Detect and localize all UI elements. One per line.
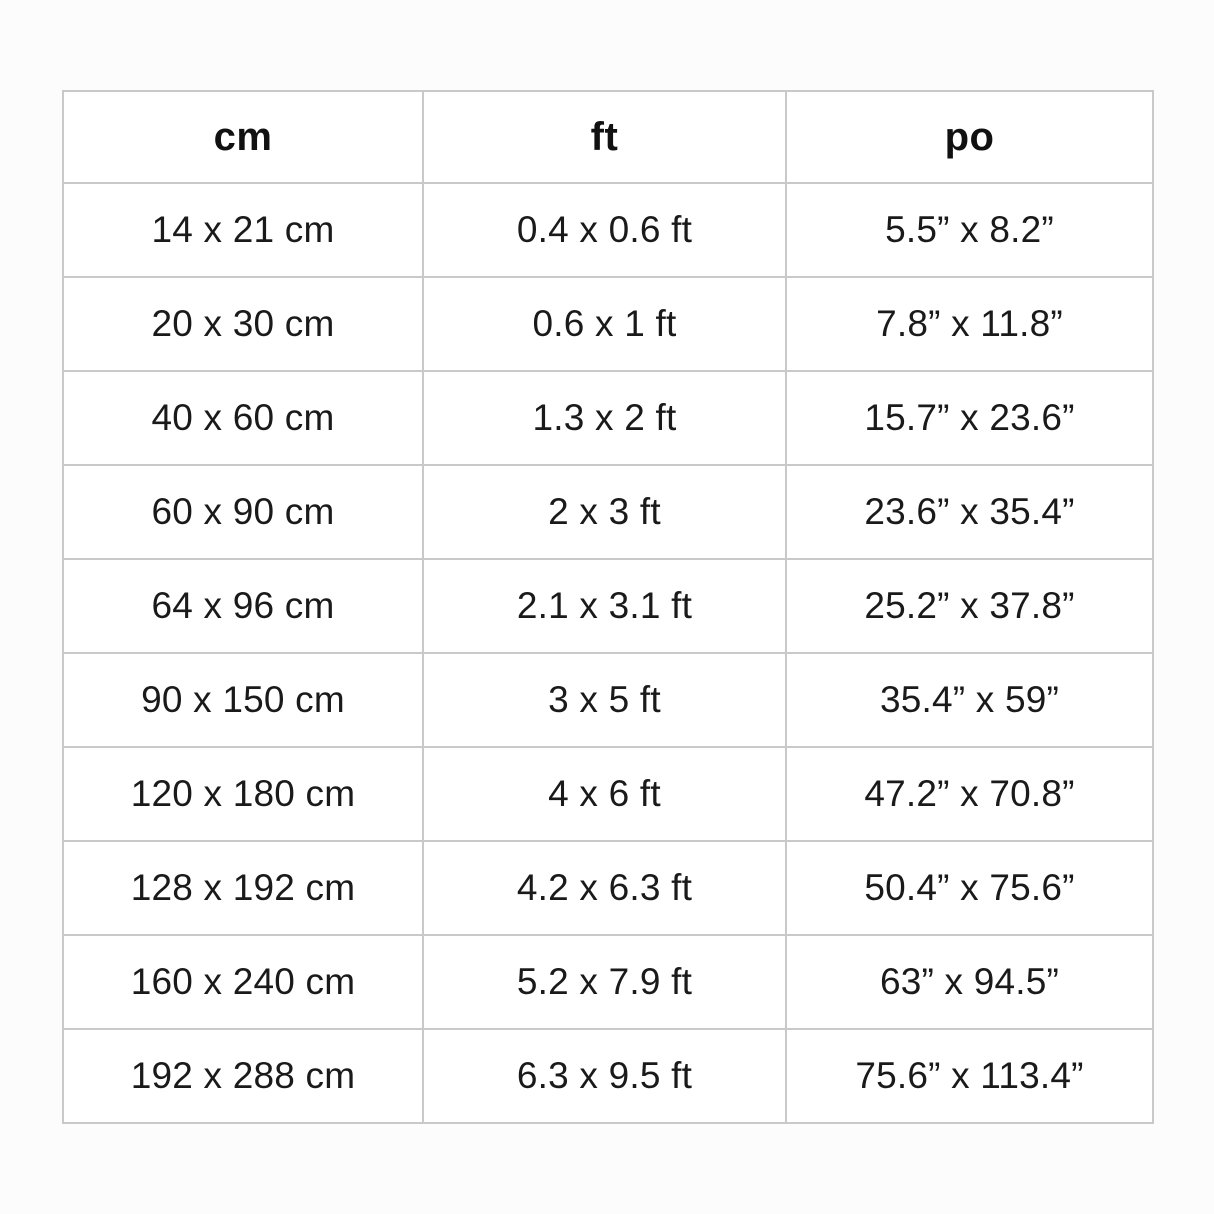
cell-ft: 2 x 3 ft [422, 464, 787, 560]
cell-cm: 128 x 192 cm [62, 840, 424, 936]
table-row: 20 x 30 cm 0.6 x 1 ft 7.8” x 11.8” [62, 276, 1154, 372]
cell-ft: 0.4 x 0.6 ft [422, 182, 787, 278]
cell-po: 50.4” x 75.6” [785, 840, 1154, 936]
cell-po: 15.7” x 23.6” [785, 370, 1154, 466]
table-body: 14 x 21 cm 0.4 x 0.6 ft 5.5” x 8.2” 20 x 30… [62, 182, 1154, 1124]
cell-ft: 4.2 x 6.3 ft [422, 840, 787, 936]
cell-ft: 2.1 x 3.1 ft [422, 558, 787, 654]
table-row: 14 x 21 cm 0.4 x 0.6 ft 5.5” x 8.2” [62, 182, 1154, 278]
cell-ft: 6.3 x 9.5 ft [422, 1028, 787, 1124]
table-row: 60 x 90 cm 2 x 3 ft 23.6” x 35.4” [62, 464, 1154, 560]
cell-cm: 120 x 180 cm [62, 746, 424, 842]
cell-cm: 192 x 288 cm [62, 1028, 424, 1124]
cell-po: 75.6” x 113.4” [785, 1028, 1154, 1124]
cell-po: 25.2” x 37.8” [785, 558, 1154, 654]
cell-po: 5.5” x 8.2” [785, 182, 1154, 278]
cell-po: 7.8” x 11.8” [785, 276, 1154, 372]
cell-cm: 20 x 30 cm [62, 276, 424, 372]
column-header-ft: ft [422, 90, 787, 184]
table-row: 40 x 60 cm 1.3 x 2 ft 15.7” x 23.6” [62, 370, 1154, 466]
table-row: 160 x 240 cm 5.2 x 7.9 ft 63” x 94.5” [62, 934, 1154, 1030]
cell-cm: 60 x 90 cm [62, 464, 424, 560]
cell-cm: 14 x 21 cm [62, 182, 424, 278]
cell-ft: 3 x 5 ft [422, 652, 787, 748]
cell-cm: 40 x 60 cm [62, 370, 424, 466]
cell-cm: 160 x 240 cm [62, 934, 424, 1030]
cell-ft: 1.3 x 2 ft [422, 370, 787, 466]
cell-ft: 5.2 x 7.9 ft [422, 934, 787, 1030]
table-row: 128 x 192 cm 4.2 x 6.3 ft 50.4” x 75.6” [62, 840, 1154, 936]
size-conversion-table: cm ft po 14 x 21 cm 0.4 x 0.6 ft 5.5” x 8.… [62, 90, 1154, 1124]
cell-cm: 64 x 96 cm [62, 558, 424, 654]
column-header-po: po [785, 90, 1154, 184]
cell-po: 47.2” x 70.8” [785, 746, 1154, 842]
cell-po: 23.6” x 35.4” [785, 464, 1154, 560]
cell-ft: 4 x 6 ft [422, 746, 787, 842]
cell-po: 63” x 94.5” [785, 934, 1154, 1030]
table-row: 120 x 180 cm 4 x 6 ft 47.2” x 70.8” [62, 746, 1154, 842]
cell-cm: 90 x 150 cm [62, 652, 424, 748]
cell-ft: 0.6 x 1 ft [422, 276, 787, 372]
table-row: 90 x 150 cm 3 x 5 ft 35.4” x 59” [62, 652, 1154, 748]
column-header-cm: cm [62, 90, 424, 184]
cell-po: 35.4” x 59” [785, 652, 1154, 748]
table-row: 192 x 288 cm 6.3 x 9.5 ft 75.6” x 113.4” [62, 1028, 1154, 1124]
table-header-row: cm ft po [62, 90, 1154, 184]
table-header: cm ft po [62, 90, 1154, 184]
table-row: 64 x 96 cm 2.1 x 3.1 ft 25.2” x 37.8” [62, 558, 1154, 654]
